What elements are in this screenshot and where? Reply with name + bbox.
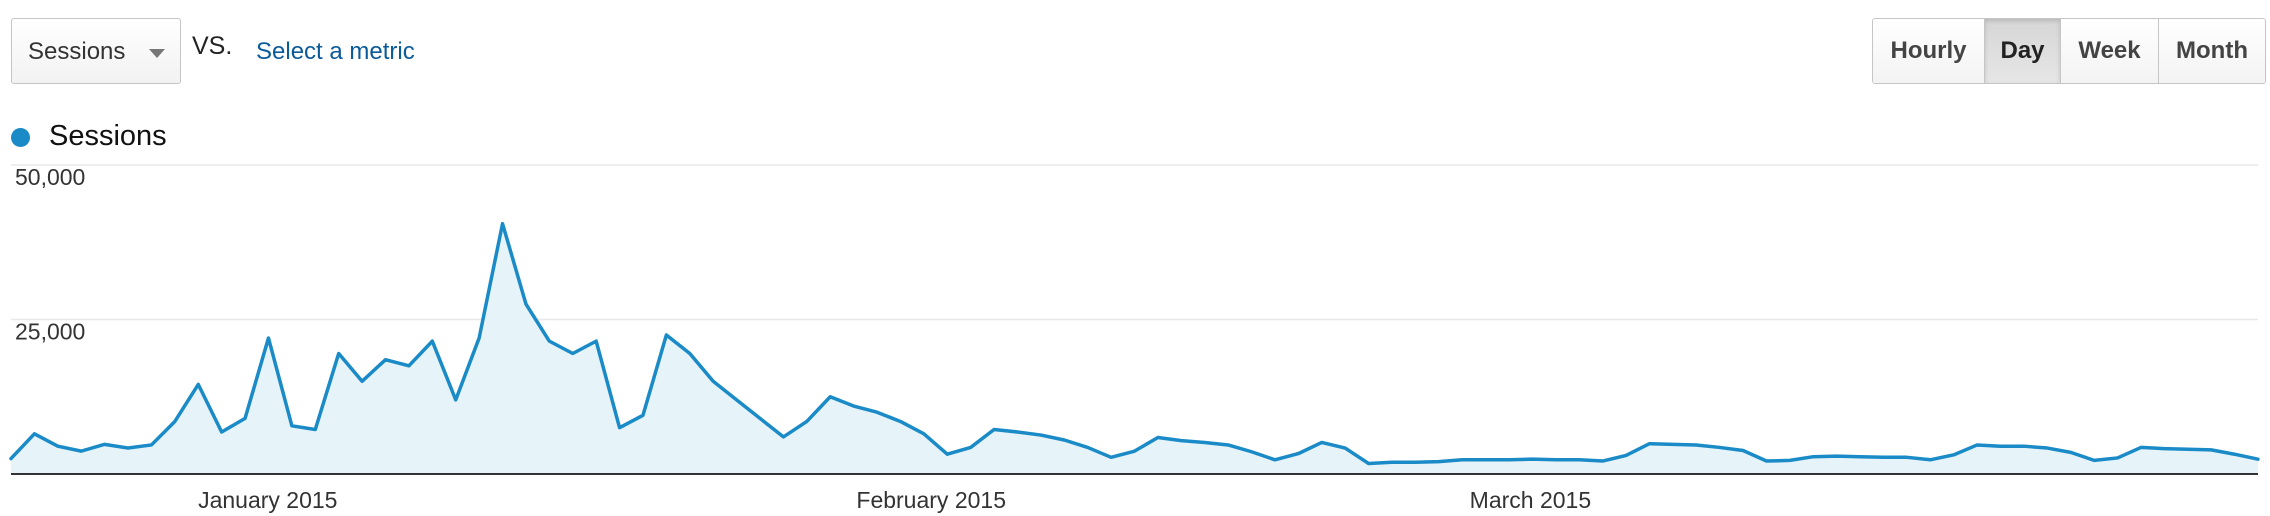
vs-label: VS. — [192, 32, 233, 60]
area-layer — [9, 221, 2260, 474]
chart-toolbar: Sessions VS. Select a metric Hourly Day … — [0, 0, 2270, 110]
series-line-sessions[interactable] — [9, 221, 2260, 466]
grid-layer — [11, 164, 2258, 321]
axis-layer: 25,000 50,000 January 2015 February 2015 Mar… — [11, 164, 2258, 513]
x-tick-label: February 2015 — [856, 487, 1006, 513]
period-day-button[interactable]: Day — [1985, 19, 2061, 83]
period-week-button[interactable]: Week — [2061, 19, 2159, 83]
x-tick-label: January 2015 — [198, 487, 337, 513]
y-tick-label: 25,000 — [15, 319, 85, 345]
y-tick-label: 50,000 — [15, 164, 85, 190]
series-area-fill — [11, 223, 2258, 474]
select-metric-link[interactable]: Select a metric — [256, 38, 415, 65]
period-month-button[interactable]: Month — [2159, 19, 2265, 83]
metric-dropdown-label: Sessions — [28, 38, 126, 65]
x-tick-label: March 2015 — [1470, 487, 1591, 513]
metric-dropdown[interactable]: Sessions — [11, 18, 181, 84]
legend-series-dot — [11, 128, 30, 147]
chevron-down-icon — [149, 49, 165, 58]
period-toggle-group: Hourly Day Week Month — [1872, 18, 2266, 84]
legend-series-label: Sessions — [49, 120, 167, 152]
period-hourly-button[interactable]: Hourly — [1873, 19, 1985, 83]
sessions-chart: 25,000 50,000 January 2015 February 2015 Mar… — [9, 164, 2260, 513]
